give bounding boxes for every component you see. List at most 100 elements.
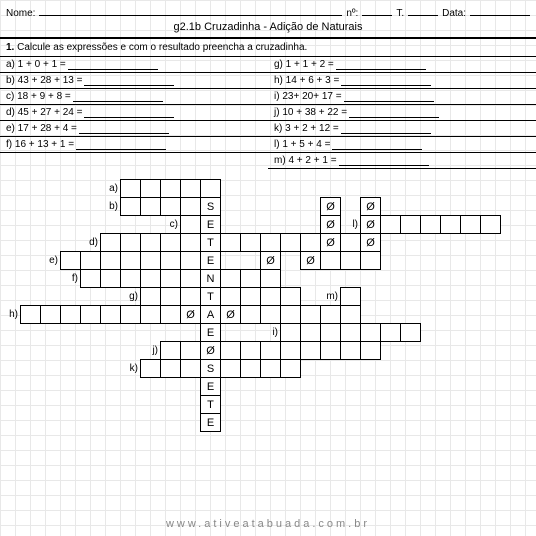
crossword-cell[interactable]: Ø: [360, 215, 381, 234]
answer-blank[interactable]: [341, 124, 431, 134]
crossword-cell[interactable]: [320, 341, 341, 360]
crossword-cell[interactable]: [300, 323, 321, 342]
crossword-cell[interactable]: [180, 233, 201, 252]
crossword-cell[interactable]: [300, 305, 321, 324]
answer-blank[interactable]: [336, 60, 426, 70]
crossword-cell[interactable]: [140, 269, 161, 288]
crossword-cell[interactable]: [260, 305, 281, 324]
answer-blank[interactable]: [349, 108, 439, 118]
crossword-cell[interactable]: [420, 215, 441, 234]
crossword-cell[interactable]: [140, 233, 161, 252]
crossword-cell[interactable]: [220, 269, 241, 288]
crossword-cell[interactable]: [180, 341, 201, 360]
crossword-cell[interactable]: Ø: [320, 197, 341, 216]
crossword-cell[interactable]: Ø: [320, 233, 341, 252]
crossword-cell[interactable]: [340, 251, 361, 270]
crossword-cell[interactable]: [160, 305, 181, 324]
crossword-cell[interactable]: [200, 179, 221, 198]
n-blank[interactable]: [362, 4, 392, 16]
crossword-cell[interactable]: [280, 305, 301, 324]
crossword-cell[interactable]: E: [200, 323, 221, 342]
crossword-cell[interactable]: [160, 287, 181, 306]
crossword-cell[interactable]: [240, 341, 261, 360]
crossword-cell[interactable]: [380, 323, 401, 342]
crossword-cell[interactable]: [100, 233, 121, 252]
crossword-cell[interactable]: [320, 323, 341, 342]
crossword-cell[interactable]: Ø: [220, 305, 241, 324]
crossword-cell[interactable]: A: [200, 305, 221, 324]
crossword-cell[interactable]: [240, 305, 261, 324]
crossword-cell[interactable]: Ø: [200, 341, 221, 360]
answer-blank[interactable]: [84, 76, 174, 86]
crossword-cell[interactable]: [120, 233, 141, 252]
crossword-cell[interactable]: [160, 341, 181, 360]
crossword-cell[interactable]: T: [200, 233, 221, 252]
crossword-cell[interactable]: [460, 215, 481, 234]
crossword-cell[interactable]: [220, 341, 241, 360]
crossword-cell[interactable]: [180, 215, 201, 234]
crossword-cell[interactable]: [380, 215, 401, 234]
answer-blank[interactable]: [76, 140, 166, 150]
crossword-cell[interactable]: [240, 287, 261, 306]
crossword-cell[interactable]: [280, 323, 301, 342]
crossword-cell[interactable]: N: [200, 269, 221, 288]
crossword-cell[interactable]: S: [200, 359, 221, 378]
crossword-cell[interactable]: [120, 251, 141, 270]
crossword-cell[interactable]: [280, 359, 301, 378]
answer-blank[interactable]: [68, 60, 158, 70]
crossword-cell[interactable]: [60, 305, 81, 324]
crossword-cell[interactable]: [240, 269, 261, 288]
crossword-cell[interactable]: [120, 197, 141, 216]
crossword-cell[interactable]: [180, 197, 201, 216]
crossword-cell[interactable]: [360, 341, 381, 360]
crossword-cell[interactable]: [140, 197, 161, 216]
crossword-cell[interactable]: [140, 305, 161, 324]
answer-blank[interactable]: [339, 156, 429, 166]
crossword-cell[interactable]: [180, 269, 201, 288]
crossword-cell[interactable]: [240, 233, 261, 252]
crossword-cell[interactable]: [280, 287, 301, 306]
answer-blank[interactable]: [84, 108, 174, 118]
crossword-cell[interactable]: [120, 179, 141, 198]
answer-blank[interactable]: [73, 92, 163, 102]
t-blank[interactable]: [408, 4, 438, 16]
crossword-cell[interactable]: S: [200, 197, 221, 216]
crossword-cell[interactable]: [100, 269, 121, 288]
crossword-cell[interactable]: [260, 341, 281, 360]
crossword-cell[interactable]: [100, 305, 121, 324]
crossword-cell[interactable]: [280, 233, 301, 252]
crossword-cell[interactable]: [160, 179, 181, 198]
crossword-cell[interactable]: [320, 251, 341, 270]
crossword-cell[interactable]: [140, 251, 161, 270]
crossword-cell[interactable]: [340, 233, 361, 252]
crossword-cell[interactable]: [280, 341, 301, 360]
crossword-cell[interactable]: [220, 287, 241, 306]
crossword-cell[interactable]: [60, 251, 81, 270]
crossword-cell[interactable]: [260, 287, 281, 306]
crossword-cell[interactable]: [180, 251, 201, 270]
crossword-cell[interactable]: [340, 287, 361, 306]
crossword-cell[interactable]: E: [200, 413, 221, 432]
crossword-cell[interactable]: [100, 251, 121, 270]
answer-blank[interactable]: [79, 124, 169, 134]
data-blank[interactable]: [470, 4, 530, 16]
crossword-cell[interactable]: E: [200, 215, 221, 234]
crossword-cell[interactable]: [260, 233, 281, 252]
crossword-cell[interactable]: [400, 323, 421, 342]
crossword-cell[interactable]: [20, 305, 41, 324]
nome-blank[interactable]: [39, 4, 342, 16]
crossword-cell[interactable]: [220, 233, 241, 252]
crossword-cell[interactable]: [160, 197, 181, 216]
crossword-cell[interactable]: [140, 179, 161, 198]
crossword-cell[interactable]: [140, 359, 161, 378]
crossword-cell[interactable]: [180, 359, 201, 378]
crossword-cell[interactable]: [360, 251, 381, 270]
crossword-cell[interactable]: Ø: [300, 251, 321, 270]
crossword-cell[interactable]: [160, 269, 181, 288]
crossword-cell[interactable]: [160, 251, 181, 270]
crossword-cell[interactable]: [400, 215, 421, 234]
crossword-cell[interactable]: [480, 215, 501, 234]
crossword-cell[interactable]: E: [200, 251, 221, 270]
crossword-cell[interactable]: [340, 341, 361, 360]
crossword-cell[interactable]: [300, 233, 321, 252]
